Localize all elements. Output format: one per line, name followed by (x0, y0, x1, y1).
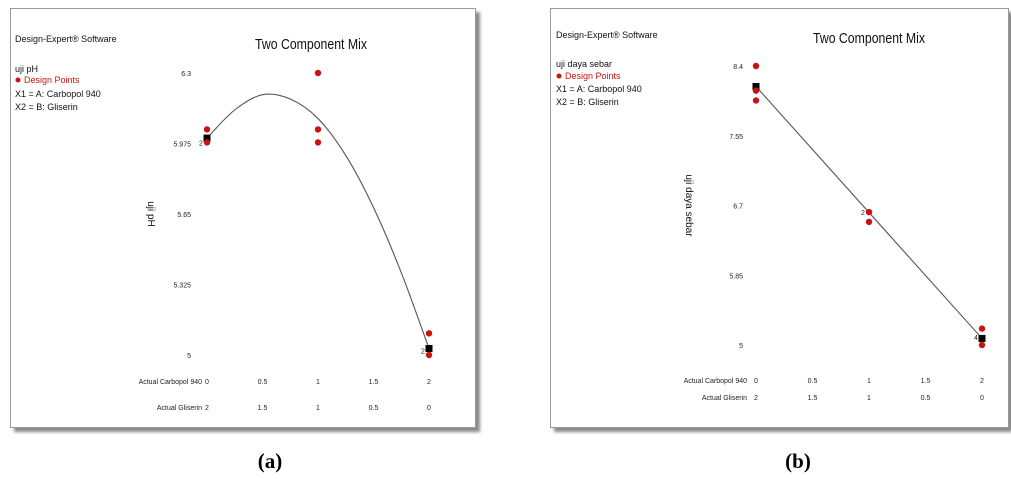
x-tick-label: 1.5 (921, 378, 931, 385)
x-tick-label: 1 (867, 395, 871, 402)
x-axis-gliserin-label: Actual Gliserin (157, 405, 202, 412)
x-tick-label: 0.5 (921, 395, 931, 402)
response-label: uji daya sebar (556, 59, 612, 69)
x-tick-label: 0.5 (258, 379, 268, 386)
factor-x2-label: X2 = B: Gliserin (556, 97, 619, 107)
x-tick-label: 2 (980, 378, 984, 385)
y-tick-label: 5 (739, 343, 743, 350)
design-point (865, 208, 873, 216)
x-tick-label: 0 (754, 378, 758, 385)
mean-marker (752, 83, 760, 91)
chart-panel-b: Design-Expert® Software uji daya sebar D… (550, 8, 1009, 428)
software-label: Design-Expert® Software (15, 34, 117, 44)
x-tick-label: 1 (316, 379, 320, 386)
design-point (978, 325, 986, 332)
factor-x2-label: X2 = B: Gliserin (15, 102, 78, 112)
x-tick-label: 2 (427, 379, 431, 386)
point-count-label: 2 (421, 349, 425, 356)
figure-caption-a: (a) (257, 449, 283, 473)
y-axis-label: uji daya sebar (683, 174, 694, 237)
fit-curve (206, 93, 430, 349)
x-tick-label: 0 (205, 379, 209, 386)
chart-title: Two Component Mix (255, 36, 367, 52)
chart-a: Design-Expert® Software uji pH Design Po… (15, 34, 433, 412)
factor-x1-label: X1 = A: Carbopol 940 (556, 84, 642, 94)
y-tick-label: 5.65 (177, 212, 191, 219)
x-tick-label: 0 (980, 395, 984, 402)
design-point (752, 97, 760, 104)
point-count-label: 2 (861, 210, 865, 217)
mean-marker (425, 344, 433, 352)
design-point (203, 139, 211, 146)
design-point (752, 62, 760, 70)
y-tick-label: 5.325 (173, 283, 191, 290)
factor-x1-label: X1 = A: Carbopol 940 (15, 89, 101, 99)
chart-title: Two Component Mix (813, 30, 925, 46)
design-point (314, 69, 322, 77)
x-tick-label: 2 (205, 405, 209, 412)
x-axis-carbopol-label: Actual Carbopol 940 (684, 378, 748, 385)
x-tick-label: 1 (867, 378, 871, 385)
design-points-legend-label: Design Points (24, 75, 80, 85)
design-points-legend-marker (15, 77, 21, 83)
design-point (425, 330, 433, 337)
y-tick-label: 6.7 (733, 204, 743, 211)
y-tick-label: 5 (187, 353, 191, 360)
x-axis-carbopol-label: Actual Carbopol 940 (139, 379, 203, 386)
y-tick-label: 6.3 (181, 71, 191, 78)
figure-caption-b: (b) (785, 449, 811, 473)
x-tick-label: 1 (316, 405, 320, 412)
point-count-label: 4 (974, 335, 978, 342)
design-point (425, 351, 433, 359)
design-point (314, 139, 322, 146)
y-tick-label: 5.85 (729, 273, 743, 280)
x-tick-label: 1.5 (258, 405, 268, 412)
design-point (978, 341, 986, 349)
response-label: uji pH (15, 64, 38, 74)
y-tick-label: 5.975 (173, 142, 191, 149)
y-tick-label: 8.4 (733, 64, 743, 71)
design-point (314, 126, 322, 133)
y-axis-label: uji pH (145, 201, 156, 227)
design-point (865, 218, 873, 226)
chart-b: Design-Expert® Software uji daya sebar D… (556, 30, 986, 402)
design-point (203, 126, 211, 133)
x-tick-label: 0.5 (369, 405, 379, 412)
x-tick-label: 0 (427, 405, 431, 412)
software-label: Design-Expert® Software (556, 30, 658, 40)
x-tick-label: 1.5 (808, 395, 818, 402)
x-tick-label: 0.5 (808, 378, 818, 385)
design-points-legend-marker (556, 73, 562, 79)
x-tick-label: 1.5 (369, 379, 379, 386)
chart-panel-a: Design-Expert® Software uji pH Design Po… (10, 8, 476, 428)
x-tick-label: 2 (754, 395, 758, 402)
design-point (752, 87, 760, 94)
mean-marker (978, 334, 986, 342)
design-points-legend-label: Design Points (565, 71, 621, 81)
mean-marker (203, 134, 211, 142)
point-count-label: 2 (199, 140, 203, 147)
x-axis-gliserin-label: Actual Gliserin (702, 395, 747, 402)
y-tick-label: 7.55 (729, 134, 743, 141)
